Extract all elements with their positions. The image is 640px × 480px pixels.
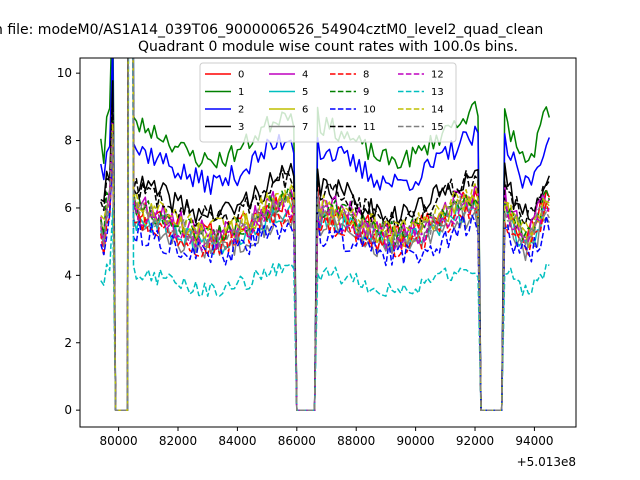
- legend-label-12: 12: [431, 70, 444, 81]
- legend-frame: [199, 62, 457, 143]
- legend-label-9: 9: [363, 87, 369, 98]
- x-tick-label: 80000: [100, 434, 138, 448]
- x-offset-label: +5.013e8: [517, 455, 576, 469]
- x-tick-label: 86000: [278, 434, 316, 448]
- legend-label-5: 5: [302, 87, 308, 98]
- figure-suptitle: n file: modeM0/AS1A14_039T06_9000006526_…: [0, 22, 543, 38]
- x-tick-label: 92000: [456, 434, 494, 448]
- y-tick-label: 10: [57, 66, 72, 80]
- legend-label-1: 1: [238, 87, 244, 98]
- chart-title: Quadrant 0 module wise count rates with …: [138, 39, 518, 55]
- series-11-line: [100, 58, 550, 411]
- series-2-line: [100, 58, 551, 411]
- y-tick-label: 0: [64, 403, 72, 417]
- x-tick-label: 90000: [397, 434, 435, 448]
- legend-label-4: 4: [302, 70, 308, 81]
- series-12-line: [100, 58, 550, 411]
- legend-label-15: 15: [431, 122, 444, 133]
- legend-label-11: 11: [363, 122, 376, 133]
- y-tick-label: 2: [64, 336, 72, 350]
- y-tick-label: 8: [64, 134, 72, 148]
- legend-label-0: 0: [238, 70, 244, 81]
- legend-label-2: 2: [238, 105, 244, 116]
- x-tick-label: 94000: [515, 434, 553, 448]
- legend-label-14: 14: [431, 105, 444, 116]
- legend-label-7: 7: [302, 122, 308, 133]
- y-tick-label: 6: [64, 201, 72, 215]
- legend-label-6: 6: [302, 105, 308, 116]
- y-axis: 0 2 4 6 8 10: [57, 66, 80, 417]
- legend-label-10: 10: [363, 105, 376, 116]
- series-14-line: [100, 58, 550, 411]
- y-tick-label: 4: [64, 268, 72, 282]
- series-10-line: [100, 58, 551, 411]
- x-tick-label: 84000: [218, 434, 256, 448]
- legend-label-8: 8: [363, 70, 369, 81]
- series-15-line: [100, 58, 550, 411]
- legend-label-13: 13: [431, 87, 444, 98]
- plot-frame: [79, 57, 577, 428]
- series-13-line: [100, 58, 550, 411]
- series-3-line: [100, 58, 551, 411]
- x-tick-label: 82000: [159, 434, 197, 448]
- x-tick-label: 88000: [337, 434, 375, 448]
- legend-label-3: 3: [238, 122, 244, 133]
- series-9-line: [100, 58, 551, 411]
- x-axis: 80000 82000 84000 86000 88000 90000 92000 94000: [100, 427, 554, 448]
